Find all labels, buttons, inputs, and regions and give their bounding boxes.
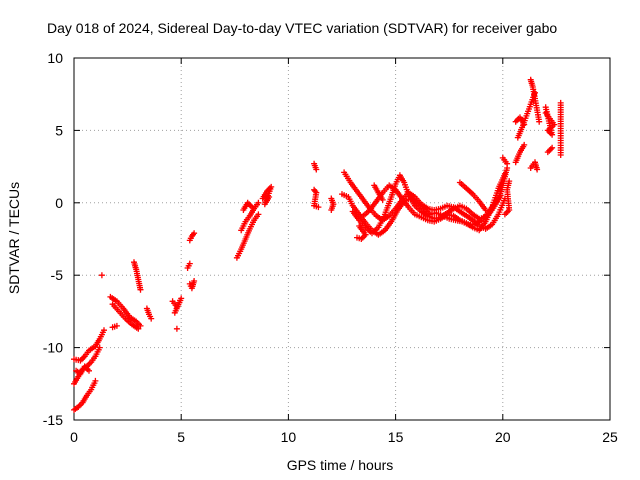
data-point xyxy=(313,166,320,173)
x-tick-label: 25 xyxy=(602,429,618,445)
data-point xyxy=(542,104,549,111)
data-point xyxy=(171,309,178,316)
grid-lines xyxy=(74,58,610,420)
data-point xyxy=(521,121,528,128)
data-point xyxy=(266,194,273,200)
x-tick-label: 15 xyxy=(388,429,404,445)
data-point xyxy=(549,144,556,151)
data-point xyxy=(557,152,564,158)
data-point xyxy=(255,211,262,218)
data-point xyxy=(506,178,513,185)
data-point xyxy=(191,278,198,284)
x-tick-label: 5 xyxy=(177,429,185,445)
data-point xyxy=(96,344,103,351)
data-point xyxy=(249,204,255,211)
data-point xyxy=(98,272,105,279)
data-points xyxy=(71,76,564,413)
data-point xyxy=(135,325,142,332)
data-point xyxy=(356,223,363,229)
y-tick-label: -10 xyxy=(43,340,63,356)
data-point xyxy=(379,196,386,203)
plot-frame xyxy=(73,57,611,421)
data-point xyxy=(504,160,511,167)
data-point xyxy=(315,204,322,211)
data-point xyxy=(86,367,92,374)
chart-title: Day 018 of 2024, Sidereal Day-to-day VTE… xyxy=(47,20,557,36)
x-tick-label: 10 xyxy=(281,429,297,445)
y-axis-label: SDTVAR / TECUs xyxy=(6,182,22,294)
data-point xyxy=(521,141,528,148)
y-tick-label: 10 xyxy=(47,50,63,66)
y-tick-label: 5 xyxy=(55,122,63,138)
data-point xyxy=(186,260,193,267)
data-point xyxy=(101,327,107,334)
data-point xyxy=(137,286,144,293)
data-point xyxy=(328,207,335,213)
data-point xyxy=(534,166,541,173)
x-tick-label: 20 xyxy=(495,429,511,445)
data-point xyxy=(148,315,155,322)
data-point xyxy=(255,199,262,206)
y-tick-label: -15 xyxy=(43,412,63,428)
data-point xyxy=(482,207,489,213)
data-point xyxy=(191,230,198,237)
x-tick-label: 0 xyxy=(70,429,78,445)
x-axis-label: GPS time / hours xyxy=(287,457,394,473)
data-point xyxy=(113,322,120,329)
data-point xyxy=(92,377,99,384)
data-point xyxy=(501,170,508,177)
y-tick-label: -5 xyxy=(51,267,64,283)
y-tick-label: 0 xyxy=(55,195,63,211)
axes: 0 5 10 15 20 25 -15 -10 -5 0 5 10 xyxy=(43,50,618,445)
data-point xyxy=(173,325,180,332)
data-point xyxy=(536,118,543,125)
